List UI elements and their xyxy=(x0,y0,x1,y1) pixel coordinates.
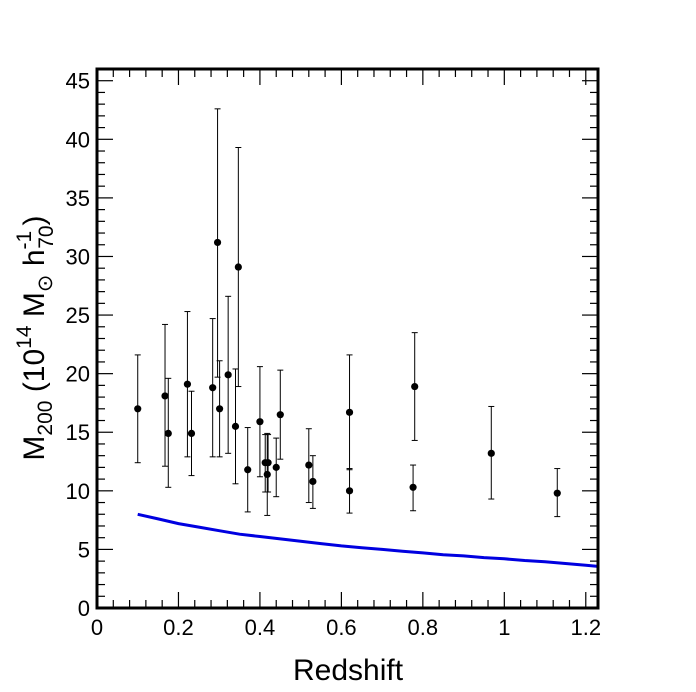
y-tick-label: 45 xyxy=(66,69,90,94)
data-point xyxy=(276,369,284,460)
point-marker xyxy=(264,459,272,467)
y-tick-label: 35 xyxy=(66,186,90,211)
data-point xyxy=(216,360,224,458)
data-point xyxy=(345,354,354,471)
point-marker xyxy=(411,382,419,391)
point-marker xyxy=(256,418,264,426)
y-tick-label: 15 xyxy=(66,420,90,445)
data-point xyxy=(256,366,264,478)
point-marker xyxy=(272,463,280,471)
x-tick-label: 0.2 xyxy=(163,615,194,640)
data-point xyxy=(487,405,495,500)
x-tick-label: 0.8 xyxy=(408,615,439,640)
x-tick-label: 0.6 xyxy=(326,615,357,640)
data-point xyxy=(164,377,172,488)
data-point xyxy=(161,323,169,467)
data-point xyxy=(224,295,232,454)
plot-frame xyxy=(95,67,600,610)
point-marker xyxy=(224,371,232,379)
point-marker xyxy=(276,411,284,419)
point-marker xyxy=(263,470,271,479)
y-tick-label: 25 xyxy=(66,303,90,328)
point-marker xyxy=(216,405,224,413)
threshold-curve-line xyxy=(137,512,599,568)
point-marker xyxy=(187,429,196,438)
point-marker xyxy=(345,408,354,416)
point-marker xyxy=(487,449,495,457)
y-tick-label: 20 xyxy=(66,362,90,387)
x-tick-label: 1.2 xyxy=(570,615,601,640)
data-point xyxy=(231,368,240,485)
x-tick-label: 1 xyxy=(498,615,510,640)
point-marker xyxy=(345,487,354,495)
x-axis-title: Redshift xyxy=(293,654,404,687)
point-marker xyxy=(553,489,561,497)
data-point xyxy=(183,311,192,458)
data-point xyxy=(209,318,217,458)
y-tick-label: 0 xyxy=(78,596,90,621)
data-point xyxy=(305,428,313,504)
data-points-layer xyxy=(134,108,561,518)
y-axis-title: M200 (1014 M⊙ h-170) xyxy=(13,215,58,460)
data-point xyxy=(411,332,419,441)
threshold-curve-layer xyxy=(137,512,599,568)
x-tick-label: 0 xyxy=(91,615,103,640)
x-tick-label: 0.4 xyxy=(245,615,276,640)
tick-labels: 0 0.2 0.4 0.6 0.8 1 1.2 0 5 10 15 20 25 30 35 40 45 xyxy=(66,69,602,640)
point-marker xyxy=(183,380,192,388)
data-point xyxy=(244,427,252,513)
data-point xyxy=(234,147,242,388)
point-marker xyxy=(305,461,313,469)
point-marker xyxy=(134,405,142,413)
axis-ticks xyxy=(96,68,598,609)
point-marker xyxy=(244,466,252,474)
data-point xyxy=(187,390,196,477)
point-marker xyxy=(409,483,417,491)
data-point xyxy=(213,108,222,378)
point-marker xyxy=(231,422,240,430)
y-tick-label: 30 xyxy=(66,244,90,269)
point-marker xyxy=(164,429,172,438)
y-tick-label: 10 xyxy=(66,479,90,504)
y-tick-label: 5 xyxy=(78,537,90,562)
point-marker xyxy=(234,263,242,271)
data-point xyxy=(264,434,272,493)
data-point xyxy=(345,468,354,514)
point-marker xyxy=(209,384,217,392)
y-tick-label: 40 xyxy=(66,127,90,152)
data-point xyxy=(263,432,271,516)
data-point xyxy=(553,468,561,518)
data-point xyxy=(409,464,417,512)
point-marker xyxy=(161,392,169,400)
point-marker xyxy=(213,238,222,247)
data-point xyxy=(134,354,142,464)
point-marker xyxy=(309,477,317,486)
data-point xyxy=(309,455,317,509)
data-point xyxy=(272,437,280,498)
